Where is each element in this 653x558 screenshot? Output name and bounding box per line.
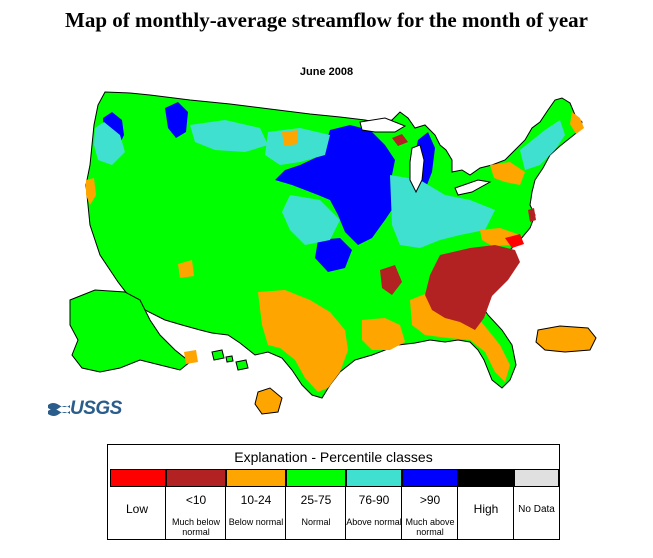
region-much-below-nj <box>528 208 536 222</box>
legend-swatch-low <box>110 469 166 487</box>
usgs-logo-text: USGS <box>70 398 122 419</box>
region-much-below-southeast <box>425 245 520 330</box>
legend-desc-much-above: Much above normal <box>405 517 455 537</box>
region-much-above-id <box>165 102 188 138</box>
legend-desc-below: Below normal <box>228 517 284 527</box>
legend-range-much-below: <10 <box>185 493 207 507</box>
region-much-above-ks <box>315 238 352 272</box>
hawaii-island-3 <box>225 355 234 363</box>
region-below-normal-ny <box>490 162 525 185</box>
region-below-normal-ca <box>86 178 96 205</box>
alaska-below-normal <box>178 260 194 278</box>
legend-desc-normal: Normal <box>301 517 331 527</box>
legend: Explanation - Percentile classes Low <10… <box>107 444 560 540</box>
legend-swatch-much-above <box>402 469 458 487</box>
legend-range-normal: 25-75 <box>300 493 332 507</box>
legend-cell-low <box>108 487 166 539</box>
legend-cell-above <box>346 487 402 539</box>
legend-label-low: Low <box>125 502 148 516</box>
map-subtitle: June 2008 <box>299 66 354 78</box>
region-low-va <box>505 234 524 248</box>
region-above-normal-ohvalley <box>390 175 495 248</box>
legend-cell-much-below <box>166 487 226 539</box>
legend-swatch-below <box>226 469 286 487</box>
alaska-landmass <box>69 289 191 373</box>
region-much-above-midwest <box>275 125 400 245</box>
legend-desc-above: Above normal <box>346 517 402 527</box>
legend-label-high: High <box>473 502 499 516</box>
region-below-normal-la <box>362 318 405 350</box>
region-much-below-ms <box>380 265 402 295</box>
legend-cell-normal <box>286 487 346 539</box>
lake-superior <box>359 117 407 133</box>
legend-swatch-normal <box>286 469 346 487</box>
map-title: Map of monthly-average streamflow for th… <box>65 8 588 32</box>
hawaii-island-2 <box>235 359 249 371</box>
lake-erie <box>454 179 492 196</box>
legend-cell-high <box>458 487 514 539</box>
legend-cell-below <box>226 487 286 539</box>
legend-desc-much-below: Much below normal <box>171 517 221 537</box>
legend-range-above: 76-90 <box>358 493 390 507</box>
legend-swatch-much-below <box>166 469 226 487</box>
region-above-normal-dakotas <box>265 128 330 165</box>
region-below-normal-mt <box>282 130 298 146</box>
streamflow-map <box>69 91 597 415</box>
region-above-normal-ia <box>282 195 340 245</box>
region-above-normal-mt <box>190 120 268 152</box>
legend-range-below: 10-24 <box>240 493 272 507</box>
region-below-normal-pr <box>535 325 597 353</box>
region-below-normal-hi <box>254 387 283 415</box>
legend-swatch-high <box>458 469 514 487</box>
legend-cell-much-above <box>402 487 458 539</box>
region-below-normal-tx <box>258 290 348 392</box>
legend-swatch-above <box>346 469 402 487</box>
legend-title: Explanation - Percentile classes <box>234 449 433 465</box>
legend-swatch-no-data <box>514 469 559 487</box>
usgs-logo: USGS <box>48 398 122 420</box>
region-above-normal-pnw <box>94 122 125 165</box>
legend-range-much-above: >90 <box>419 493 441 507</box>
usgs-wave-icon <box>48 403 70 416</box>
legend-label-no-data: No Data <box>518 504 555 515</box>
alaska-below-normal-2 <box>184 350 198 364</box>
region-below-normal-gulf <box>410 292 510 382</box>
lake-michigan <box>409 144 425 194</box>
hawaii-island-1 <box>211 349 225 361</box>
region-much-below-mi <box>392 134 408 146</box>
region-below-normal-me <box>570 112 584 134</box>
region-above-normal-ne <box>520 120 565 170</box>
